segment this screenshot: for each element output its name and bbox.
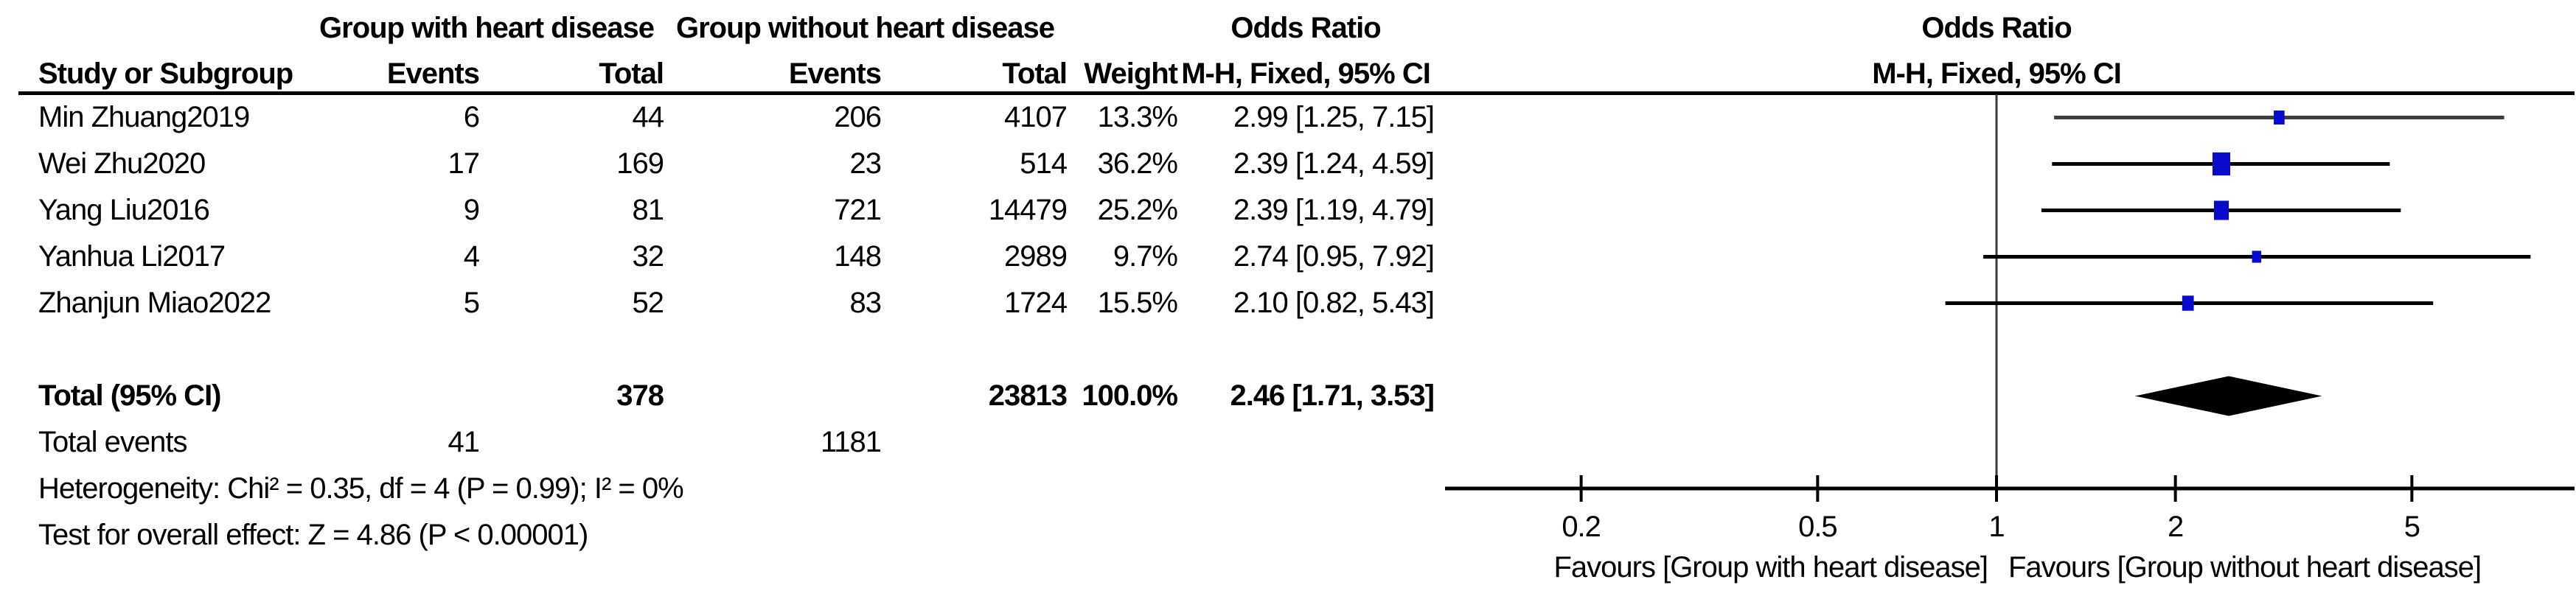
study-name: Wei Zhu2020 (38, 147, 206, 180)
plot-mh-fixed-header: M-H, Fixed, 95% CI (1872, 57, 2122, 90)
total1-value: 32 (632, 240, 665, 273)
heterogeneity-text: Heterogeneity: Chi² = 0.35, df = 4 (P = … (38, 472, 684, 505)
events2-value: 206 (834, 101, 882, 133)
mh-fixed-column-header: M-H, Fixed, 95% CI (1181, 57, 1431, 90)
group2-header: Group without heart disease (675, 12, 1055, 44)
table-row: Zhanjun Miao2022 5 52 83 1724 15.5% 2.10 [0.82… (0, 280, 1445, 326)
study-name: Zhanjun Miao2022 (38, 287, 271, 319)
axis-tick (1816, 475, 1820, 502)
null-effect-line (1995, 94, 1998, 502)
table-row: Wei Zhu2020 17 169 23 514 36.2% 2.39 [1.24, 4.… (0, 141, 1445, 187)
overall-effect-text: Test for overall effect: Z = 4.86 (P < 0… (38, 519, 588, 551)
events1-value: 9 (463, 194, 480, 226)
favours-left-label: Favours [Group with heart disease] (1553, 551, 1988, 584)
effect-square (2182, 295, 2194, 311)
total-events-label: Total events (38, 426, 187, 458)
effect-square (2212, 152, 2231, 176)
or-ci-value: 2.39 [1.24, 4.59] (1233, 147, 1435, 180)
total-events-row: Total events 41 1181 (0, 419, 1445, 466)
axis-tick-label: 0.5 (1798, 511, 1837, 543)
events1-value: 4 (463, 240, 480, 273)
or-ci-value: 2.74 [0.95, 7.92] (1233, 240, 1435, 273)
effect-square (2213, 200, 2229, 220)
total2-value: 514 (1020, 147, 1068, 180)
header-underline (18, 91, 2575, 95)
total1-value: 44 (632, 101, 665, 133)
total2-value: 14479 (988, 194, 1068, 226)
total2-value: 1724 (1004, 287, 1068, 319)
table-row: Yanhua Li2017 4 32 148 2989 9.7% 2.74 [0.95, 7… (0, 234, 1445, 280)
pooled-effect-diamond (2134, 376, 2322, 416)
events1-value: 5 (463, 287, 480, 319)
or-ci-value: 2.39 [1.19, 4.79] (1233, 194, 1435, 226)
table-row: Yang Liu2016 9 81 721 14479 25.2% 2.39 [1.19, … (0, 187, 1445, 234)
axis-tick-label: 2 (2168, 511, 2183, 543)
total-weight: 100.0% (1082, 379, 1178, 412)
axis-tick (1995, 475, 1998, 502)
axis-tick (2410, 475, 2414, 502)
total-t1: 378 (616, 379, 664, 412)
effect-square (2274, 111, 2285, 125)
study-name: Yanhua Li2017 (38, 240, 226, 273)
table-row: Min Zhuang2019 6 44 206 4107 13.3% 2.99 [1.25,… (0, 94, 1445, 141)
total-row: Total (95% CI) 378 23813 100.0% 2.46 [1.… (0, 373, 1445, 419)
axis-tick-label: 0.2 (1562, 511, 1601, 543)
weight-column-header: Weight (1084, 57, 1178, 90)
axis-tick-label: 5 (2404, 511, 2420, 543)
or-ci-value: 2.10 [0.82, 5.43] (1233, 287, 1435, 319)
total1-column-header: Total (599, 57, 664, 90)
total2-column-header: Total (1002, 57, 1068, 90)
total-t2: 23813 (988, 379, 1068, 412)
total-label: Total (95% CI) (38, 379, 222, 412)
plot-odds-ratio-header: Odds Ratio (1921, 12, 2072, 44)
events2-column-header: Events (788, 57, 882, 90)
events1-value: 6 (463, 101, 480, 133)
favours-right-label: Favours [Group without heart disease] (2008, 551, 2482, 584)
weight-value: 13.3% (1097, 101, 1178, 133)
total2-value: 2989 (1004, 240, 1068, 273)
total1-value: 169 (616, 147, 664, 180)
total2-value: 4107 (1004, 101, 1068, 133)
weight-value: 15.5% (1097, 287, 1178, 319)
events1-value: 17 (448, 147, 481, 180)
weight-value: 36.2% (1097, 147, 1178, 180)
group1-header: Group with heart disease (319, 12, 655, 44)
axis-tick (1579, 475, 1583, 502)
total-or-ci: 2.46 [1.71, 3.53] (1230, 379, 1435, 412)
total1-value: 81 (632, 194, 665, 226)
total1-value: 52 (632, 287, 665, 319)
total-events-e1: 41 (448, 426, 481, 458)
events2-value: 721 (834, 194, 882, 226)
total-events-e2: 1181 (820, 426, 882, 458)
weight-value: 25.2% (1097, 194, 1178, 226)
x-axis-line (1445, 486, 2575, 491)
axis-tick-label: 1 (1988, 511, 2004, 543)
weight-value: 9.7% (1113, 240, 1178, 273)
study-name: Yang Liu2016 (38, 194, 210, 226)
odds-ratio-column-header: Odds Ratio (1230, 12, 1381, 44)
or-ci-value: 2.99 [1.25, 7.15] (1233, 101, 1435, 133)
effect-square (2252, 251, 2262, 263)
events2-value: 83 (849, 287, 883, 319)
study-name: Min Zhuang2019 (38, 101, 250, 133)
events1-column-header: Events (386, 57, 480, 90)
events2-value: 148 (834, 240, 882, 273)
axis-tick (2173, 475, 2177, 502)
events2-value: 23 (849, 147, 883, 180)
study-column-header: Study or Subgroup (38, 57, 293, 90)
